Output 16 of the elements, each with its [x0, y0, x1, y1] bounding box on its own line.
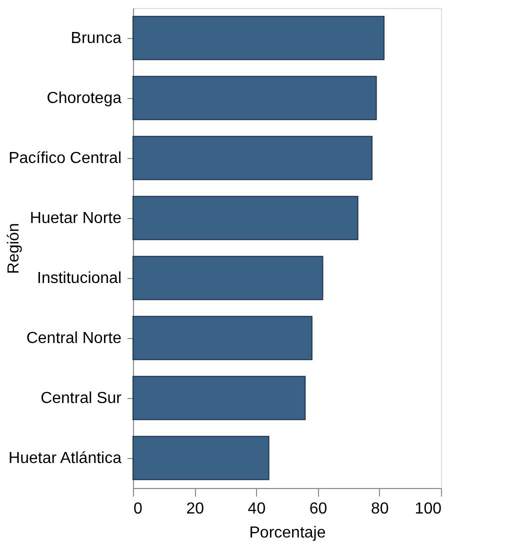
y-tick-label: Central Sur [40, 390, 122, 407]
y-axis-title: Región [6, 223, 23, 274]
y-tick-label: Central Norte [26, 330, 122, 347]
x-tick-label: 40 [248, 500, 266, 518]
x-tick-label: 20 [186, 500, 204, 518]
y-tick-label: Huetar Norte [30, 210, 122, 227]
x-axis-title: Porcentaje [249, 524, 326, 542]
y-tick-label: Brunca [70, 30, 122, 47]
x-tick-label: 100 [414, 500, 442, 518]
x-tick-label: 80 [371, 500, 389, 518]
x-tick-label: 0 [134, 500, 142, 518]
x-tick-label: 60 [309, 500, 328, 518]
y-tick-label: Chorotega [46, 90, 122, 107]
y-tick-label: Institucional [37, 270, 122, 287]
y-tick-label: Huetar Atlántica [8, 450, 122, 467]
y-tick-label: Pacífico Central [8, 150, 122, 167]
